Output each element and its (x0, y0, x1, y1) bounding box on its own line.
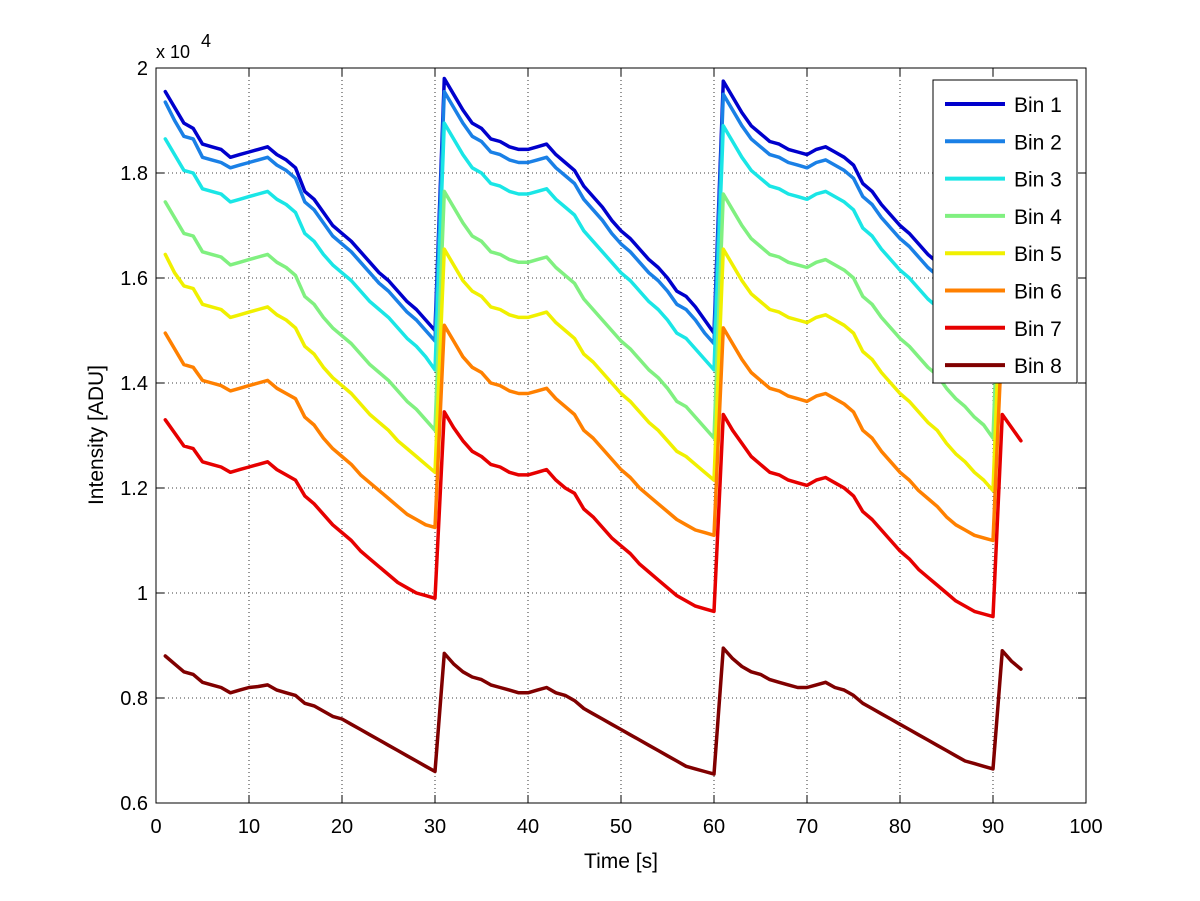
y-tick-label: 1.4 (120, 373, 148, 395)
legend-label-bin-2: Bin 2 (1014, 131, 1062, 154)
legend-box (932, 79, 1078, 384)
series-line-bin-7 (163, 410, 1023, 619)
legend-label-bin-6: Bin 6 (1014, 281, 1062, 304)
series-line-bin-6 (163, 323, 1023, 543)
legend-label-bin-4: Bin 4 (1014, 206, 1062, 229)
x-tick-label: 100 (1069, 816, 1102, 838)
x-tick-label: 30 (424, 816, 446, 838)
y-exponent-base: x 10 (156, 42, 190, 62)
series-line-bin-2 (163, 89, 1023, 346)
series-line-bin-4 (163, 189, 1023, 440)
y-tick-label: 1.6 (120, 268, 148, 290)
x-axis-label: Time [s] (584, 850, 658, 873)
y-tick-label: 0.8 (120, 688, 148, 710)
y-tick-label: 2 (137, 58, 148, 80)
y-tick-label: 0.6 (120, 793, 148, 815)
x-tick-label: 70 (796, 816, 818, 838)
y-tick-label: 1.8 (120, 163, 148, 185)
y-axis-label: Intensity [ADU] (85, 365, 108, 505)
x-tick-label: 0 (150, 816, 161, 838)
x-tick-label: 50 (610, 816, 632, 838)
legend-label-bin-7: Bin 7 (1014, 318, 1062, 341)
legend-label-bin-3: Bin 3 (1014, 169, 1062, 192)
y-tick-label: 1 (137, 583, 148, 605)
grid (156, 68, 1086, 803)
series-layer (163, 76, 1023, 776)
y-tick-label: 1.2 (120, 478, 148, 500)
legend-label-bin-1: Bin 1 (1014, 94, 1062, 117)
series-line-bin-5 (163, 247, 1023, 493)
series-line-bin-8 (163, 646, 1023, 776)
ticks: 0 10 20 30 40 50 60 70 80 90 100 0.6 0.8 1 1.2 1.4 1.6 1.… (120, 58, 1103, 838)
x-tick-label: 80 (889, 816, 911, 838)
series-line-bin-3 (163, 121, 1023, 372)
x-tick-label: 40 (517, 816, 539, 838)
x-tick-label: 10 (238, 816, 260, 838)
legend-label-bin-5: Bin 5 (1014, 243, 1062, 266)
y-exponent-power: 4 (201, 31, 211, 51)
series-line-bin-1 (163, 76, 1023, 335)
legend-label-bin-8: Bin 8 (1014, 355, 1062, 378)
x-tick-label: 20 (331, 816, 353, 838)
x-tick-label: 90 (982, 816, 1004, 838)
legend: Bin 1 Bin 2 Bin 3 Bin 4 Bin 5 Bin 6 Bin 7 Bin 8 (932, 79, 1078, 384)
x-tick-label: 60 (703, 816, 725, 838)
